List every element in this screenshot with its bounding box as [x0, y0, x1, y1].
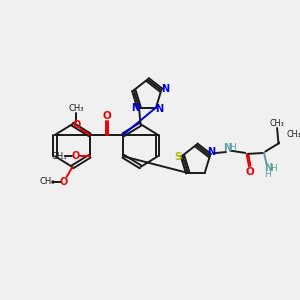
Text: H: H [229, 143, 236, 152]
Text: N: N [207, 147, 215, 157]
Text: O: O [60, 177, 68, 187]
Text: N: N [264, 164, 272, 173]
Text: CH₃: CH₃ [270, 119, 284, 128]
Text: N: N [223, 143, 231, 153]
Text: N: N [131, 103, 140, 112]
Text: O: O [72, 120, 80, 130]
Text: CH₃: CH₃ [40, 177, 55, 186]
Text: N: N [156, 104, 164, 114]
Text: H: H [265, 170, 271, 179]
Text: H: H [270, 164, 277, 173]
Text: CH₃: CH₃ [52, 152, 68, 161]
Text: N: N [161, 84, 169, 94]
Text: O: O [103, 111, 112, 121]
Text: CH₃: CH₃ [69, 104, 84, 113]
Text: O: O [245, 167, 254, 177]
Text: CH₃: CH₃ [286, 130, 300, 139]
Text: O: O [72, 151, 80, 161]
Text: S: S [174, 152, 182, 162]
